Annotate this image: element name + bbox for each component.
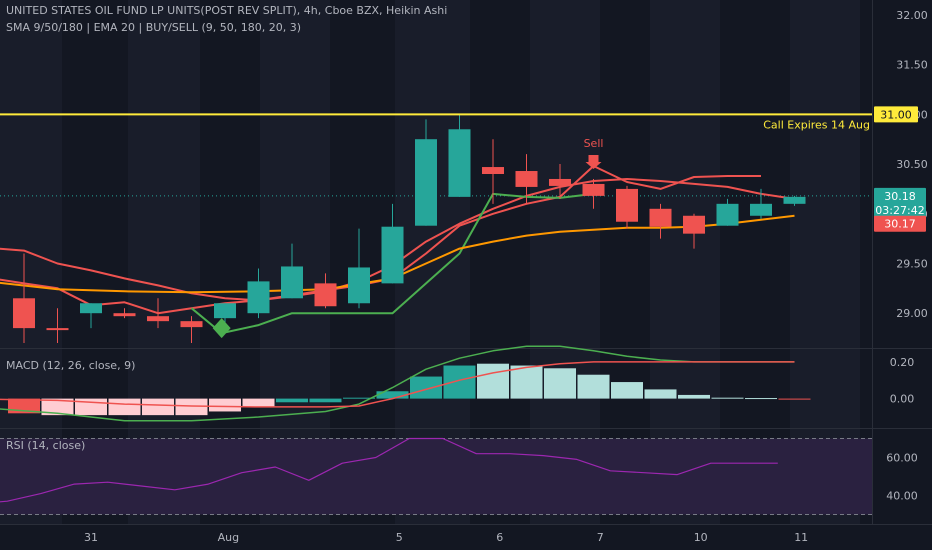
price-tick-label: 31.50 [896,59,928,72]
level-price-label: 31.00 [880,108,912,121]
candle-body [716,203,739,226]
candle-body [147,316,169,322]
candle-body [515,171,538,187]
macd-histogram-bar [376,391,409,399]
candle-body [482,167,504,174]
candle-body [783,196,806,204]
candle-body [214,303,236,319]
rsi-line [0,437,778,503]
macd-histogram-bar [745,398,777,400]
session-band-4 [530,0,600,524]
macd-histogram-bar [175,398,208,416]
macd-histogram-bar [108,398,141,416]
price-tick-label: 29.00 [896,307,928,320]
buy-diamond-icon [212,318,231,339]
candle-body [448,129,471,197]
macd-tick-label: 0.00 [890,393,915,406]
candle-body [180,321,203,328]
price-tag-1 [874,201,926,218]
macd-histogram-bar [142,398,174,416]
macd-histogram-bar [309,398,342,403]
price-tag-label: 30.18 [884,190,916,203]
macd-histogram-bar [242,398,275,407]
candle-body [348,267,370,304]
macd-histogram-bar [510,365,543,399]
price-tag-label: 30.17 [884,218,916,231]
candle-body [683,215,705,234]
indicator-legend[interactable]: SMA 9/50/180 | EMA 20 | BUY/SELL (9, 50,… [6,21,302,34]
level-note: Call Expires 14 Aug [763,118,870,131]
candle-body [549,178,571,186]
price-tag-0 [874,187,926,204]
time-tick-label: Aug [218,531,239,544]
macd-histogram-bar [276,398,308,403]
rsi-band [0,438,872,515]
macd-histogram-bar [577,374,610,399]
macd-histogram-bar [209,398,241,412]
macd-histogram-bar [678,394,710,399]
sell-arrow-icon [585,155,602,170]
price-tag-label: 03:27:42 [875,204,924,217]
candle-body [649,208,672,227]
macd-histogram-bar [41,398,74,416]
price-tag-2 [874,215,926,232]
macd-histogram-bar [711,397,744,399]
macd-legend[interactable]: MACD (12, 26, close, 9) [6,359,136,372]
rsi-legend[interactable]: RSI (14, close) [6,439,86,452]
time-tick-label: 6 [496,531,503,544]
candle-body [582,183,605,196]
candle-body [46,328,69,331]
macd-histogram-bar [611,382,643,399]
sell-signal-label: Sell [584,137,604,150]
level-price-tag [874,106,918,123]
macd-histogram-bar [544,368,576,399]
macd-histogram-bar [644,389,677,399]
session-band-5 [650,0,720,524]
candle-body [616,188,638,222]
price-tick-label: 29.50 [896,257,928,270]
candle-body [750,203,772,216]
chart-title: UNITED STATES OIL FUND LP UNITS(POST REV… [6,4,448,17]
time-tick-label: 31 [84,531,98,544]
candle-body [381,226,404,284]
candle-body [13,298,35,329]
session-band-3 [395,0,470,524]
time-tick-label: 7 [597,531,604,544]
time-tick-label: 5 [396,531,403,544]
macd-line-signal [0,361,795,408]
candle-body [113,313,136,317]
macd-histogram-bar [343,397,375,399]
candle-body [80,303,102,314]
price-tick-label: 32.00 [896,9,928,22]
macd-histogram-bar [477,363,509,399]
macd-histogram-bar [443,365,476,399]
session-band-6 [790,0,860,524]
candle-body [415,139,437,226]
session-band-1 [128,0,200,524]
rsi-tick-label: 60.00 [886,452,918,465]
rsi-tick-label: 40.00 [886,490,918,503]
macd-histogram-bar [778,398,811,400]
time-tick-label: 10 [694,531,708,544]
macd-tick-label: 0.20 [890,356,915,369]
candle-body [281,266,303,299]
time-tick-label: 11 [794,531,808,544]
session-band-2 [260,0,330,524]
candle-body [314,283,337,307]
macd-histogram-bar [410,376,442,399]
price-tick-label: 30.50 [896,158,928,171]
candle-body [247,281,270,314]
